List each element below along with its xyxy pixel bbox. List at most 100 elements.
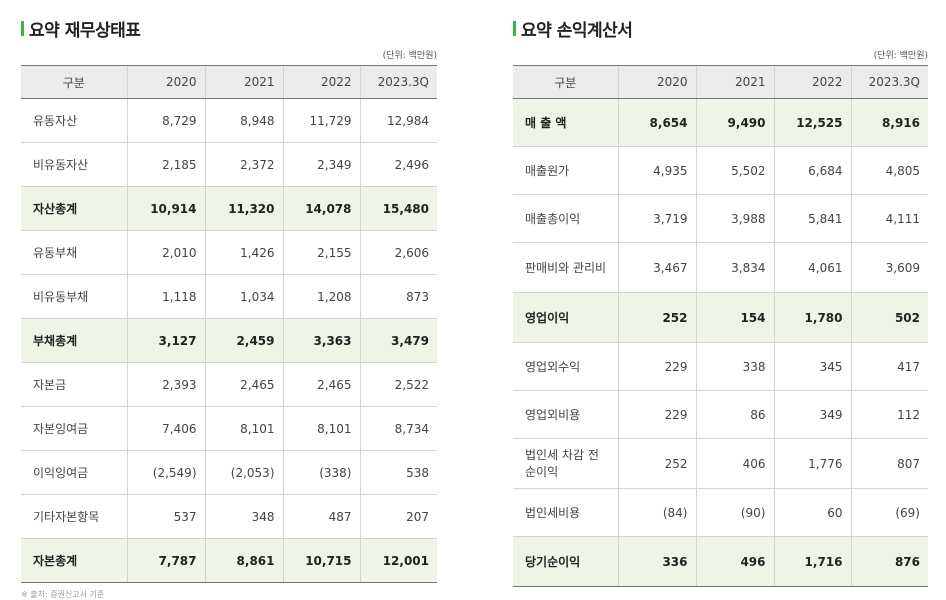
value-cell: 11,729 [282,98,360,143]
table-row: 영업외비용 229 86 349 112 [513,390,928,439]
value-cell: 14,078 [282,186,360,231]
value-cell: 12,984 [359,98,437,143]
row-label: 영업외수익 [513,342,618,391]
title-accent-bar [513,20,516,36]
row-label: 영업이익 [513,292,618,343]
value-cell: 8,734 [359,406,437,451]
value-cell: 1,208 [282,274,360,319]
total-row: 부채총계 3,127 2,459 3,363 3,479 [21,318,437,363]
value-cell: 4,935 [617,146,696,195]
row-label: 법인세 차감 전 순이익 [513,438,618,489]
value-cell: 3,363 [282,318,360,363]
value-cell: 349 [773,390,851,439]
value-cell: 876 [850,536,928,587]
table-row: 이익잉여금 (2,549) (2,053) (338) 538 [21,450,437,495]
value-cell: 154 [695,292,774,343]
value-cell: (84) [617,488,696,537]
table-row: 비유동부채 1,118 1,034 1,208 873 [21,274,437,319]
value-cell: 7,787 [126,538,205,583]
table-row: 기타자본항목 537 348 487 207 [21,494,437,539]
value-cell: 8,654 [617,98,696,147]
value-cell: 487 [282,494,360,539]
value-cell: 8,948 [204,98,283,143]
row-label: 매 출 액 [513,98,618,147]
value-cell: 8,101 [282,406,360,451]
value-cell: 348 [204,494,283,539]
header-cell: 2022 [773,65,851,99]
value-cell: 417 [850,342,928,391]
value-cell: 8,729 [126,98,205,143]
table-header-row: 구분 2020 2021 2022 2023.3Q [21,65,437,99]
value-cell: 502 [850,292,928,343]
row-label: 매출원가 [513,146,618,195]
row-label: 기타자본항목 [21,494,127,539]
row-label: 비유동부채 [21,274,127,319]
row-label: 자본금 [21,362,127,407]
value-cell: 60 [773,488,851,537]
value-cell: 2,496 [359,142,437,187]
value-cell: 1,118 [126,274,205,319]
value-cell: 5,502 [695,146,774,195]
value-cell: 252 [617,292,696,343]
value-cell: 336 [617,536,696,587]
value-cell: 537 [126,494,205,539]
value-cell: 86 [695,390,774,439]
table-row: 유동부채 2,010 1,426 2,155 2,606 [21,230,437,275]
table-row: 유동자산 8,729 8,948 11,729 12,984 [21,98,437,143]
table-row: 자본금 2,393 2,465 2,465 2,522 [21,362,437,407]
balance-sheet-table: 구분 2020 2021 2022 2023.3Q 유동자산 8,729 8,9… [21,65,437,583]
row-label: 자본잉여금 [21,406,127,451]
value-cell: 2,522 [359,362,437,407]
value-cell: 3,609 [850,242,928,293]
value-cell: 345 [773,342,851,391]
value-cell: 8,861 [204,538,283,583]
value-cell: 2,155 [282,230,360,275]
income-statement-title-text: 요약 손익계산서 [521,20,633,41]
row-label: 유동부채 [21,230,127,275]
value-cell: 873 [359,274,437,319]
header-cell: 2022 [282,65,360,99]
row-label: 자산총계 [21,186,127,231]
value-cell: 3,479 [359,318,437,363]
value-cell: 2,459 [204,318,283,363]
value-cell: 6,684 [773,146,851,195]
income-statement-table: 구분 2020 2021 2022 2023.3Q 매 출 액 8,654 9,… [513,65,928,587]
value-cell: 112 [850,390,928,439]
value-cell: 8,101 [204,406,283,451]
header-cell: 2020 [126,65,205,99]
income-statement-title: 요약 손익계산서 [513,17,633,41]
income-statement-unit: (단위: 백만원) [873,51,928,61]
value-cell: 229 [617,342,696,391]
row-label: 비유동자산 [21,142,127,187]
value-cell: 1,426 [204,230,283,275]
value-cell: 8,916 [850,98,928,147]
table-row: 법인세 차감 전 순이익 252 406 1,776 807 [513,438,928,489]
value-cell: 2,465 [204,362,283,407]
value-cell: 15,480 [359,186,437,231]
value-cell: 12,001 [359,538,437,583]
row-label: 자본총계 [21,538,127,583]
value-cell: (338) [282,450,360,495]
value-cell: 4,061 [773,242,851,293]
value-cell: 807 [850,438,928,489]
row-label: 당기순이익 [513,536,618,587]
value-cell: 4,805 [850,146,928,195]
value-cell: 7,406 [126,406,205,451]
value-cell: 2,185 [126,142,205,187]
value-cell: 338 [695,342,774,391]
row-label: 이익잉여금 [21,450,127,495]
header-cell: 2023.3Q [850,65,928,99]
header-cell: 2021 [204,65,283,99]
value-cell: 3,467 [617,242,696,293]
total-row: 영업이익 252 154 1,780 502 [513,292,928,343]
value-cell: 252 [617,438,696,489]
table-header-row: 구분 2020 2021 2022 2023.3Q [513,65,928,99]
table-row: 판매비와 관리비 3,467 3,834 4,061 3,609 [513,242,928,293]
value-cell: 1,780 [773,292,851,343]
header-cell: 2023.3Q [359,65,437,99]
value-cell: 2,606 [359,230,437,275]
value-cell: 3,127 [126,318,205,363]
value-cell: 11,320 [204,186,283,231]
row-label: 영업외비용 [513,390,618,439]
value-cell: 2,393 [126,362,205,407]
